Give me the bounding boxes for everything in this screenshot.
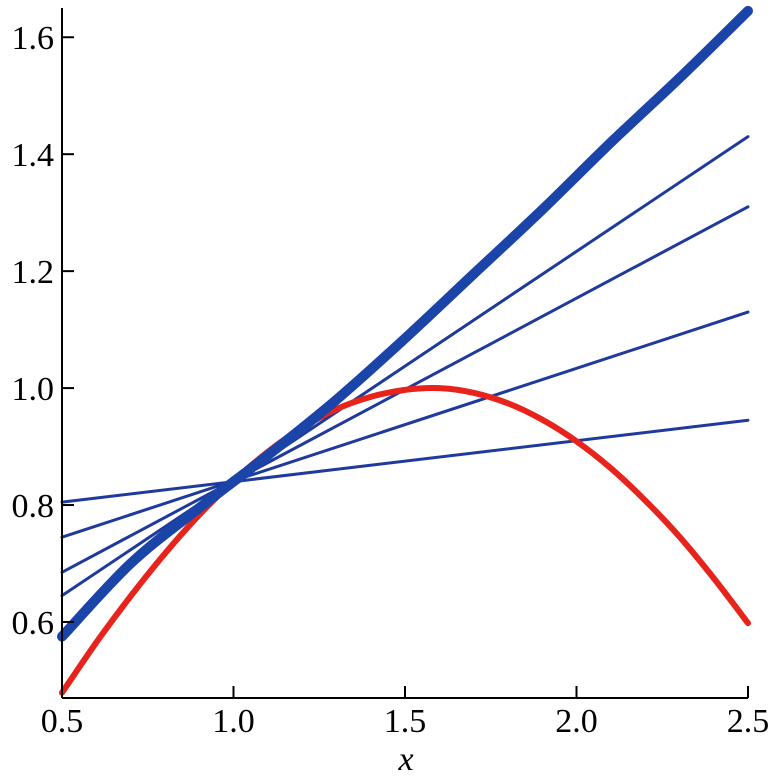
series-line-2 [60,135,750,598]
x-axis-title: x [397,741,413,778]
x-tick-label: 2.0 [555,703,598,740]
series-line-0 [59,384,751,696]
y-tick-label: 1.2 [12,254,55,291]
y-tick-label: 0.8 [12,488,55,525]
y-tick-label: 0.6 [12,605,55,642]
series-line-5 [60,418,750,504]
y-tick-label: 1.4 [12,137,55,174]
x-tick-label: 2.5 [727,703,770,740]
y-tick-label: 1.0 [12,371,55,408]
x-tick-label: 1.0 [212,703,255,740]
y-tick-label: 1.6 [12,20,55,57]
series-layer [57,5,753,696]
x-tick-label: 1.5 [384,703,427,740]
x-tick-label: 0.5 [41,703,84,740]
ticks-layer: 0.5 1.0 1.5 2.0 2.5 0.6 0.8 1.0 1.2 1.4 1.6 [12,20,770,740]
series-line-4 [60,310,750,539]
series-line-1 [57,5,753,642]
